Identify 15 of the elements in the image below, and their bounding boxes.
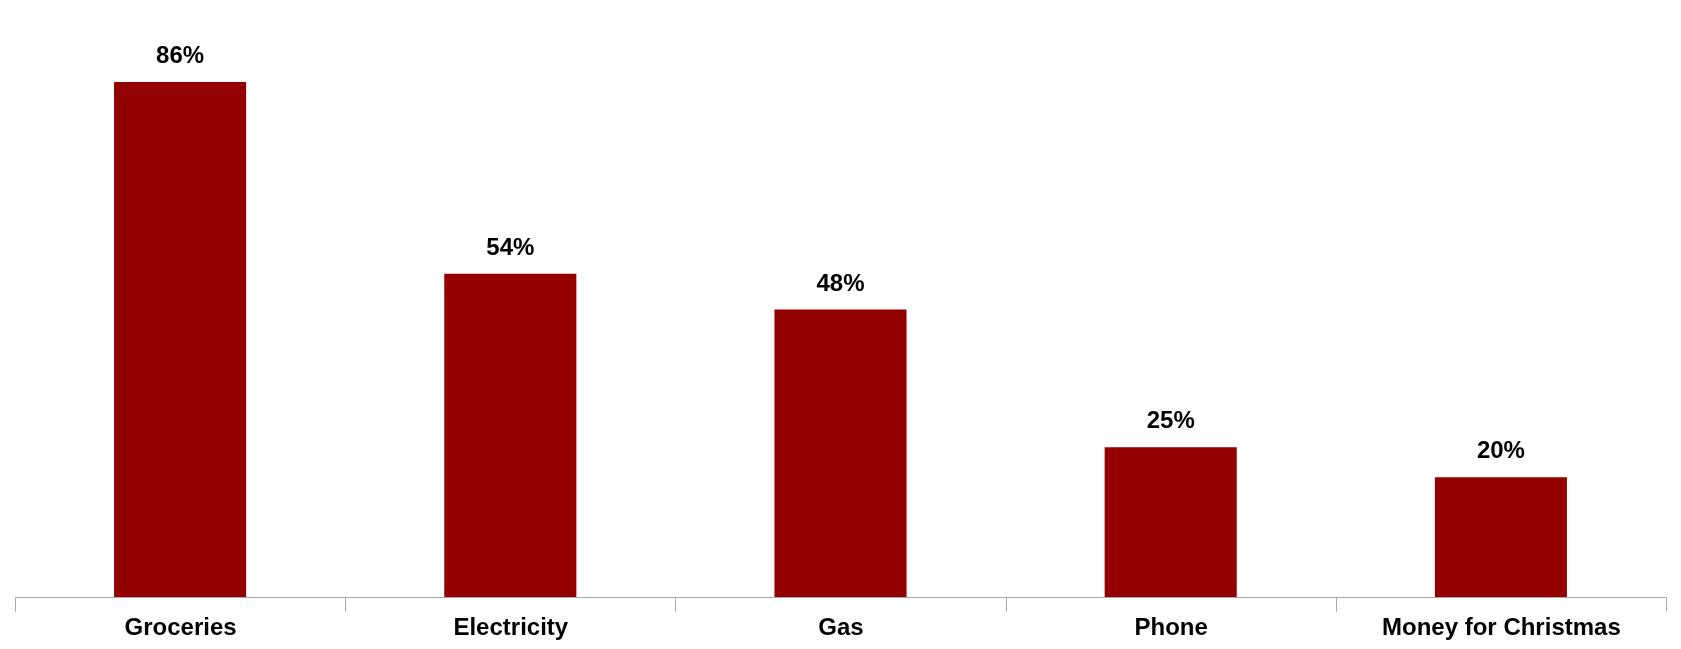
bar [444,273,577,597]
x-tick-label: Gas [818,612,864,640]
bar [1104,447,1237,597]
x-tick-label: Phone [1134,612,1208,640]
bar [774,309,907,597]
data-label: 20% [1476,436,1525,464]
bar [114,82,247,597]
data-label: 54% [486,232,535,260]
data-label: 86% [156,41,205,68]
data-label: 48% [816,268,865,296]
x-tick-label: Electricity [453,612,569,640]
bar [1434,477,1567,597]
x-tick-label: Groceries [124,612,237,640]
data-label: 25% [1146,406,1195,434]
x-tick-label: Money for Christmas [1382,612,1621,640]
